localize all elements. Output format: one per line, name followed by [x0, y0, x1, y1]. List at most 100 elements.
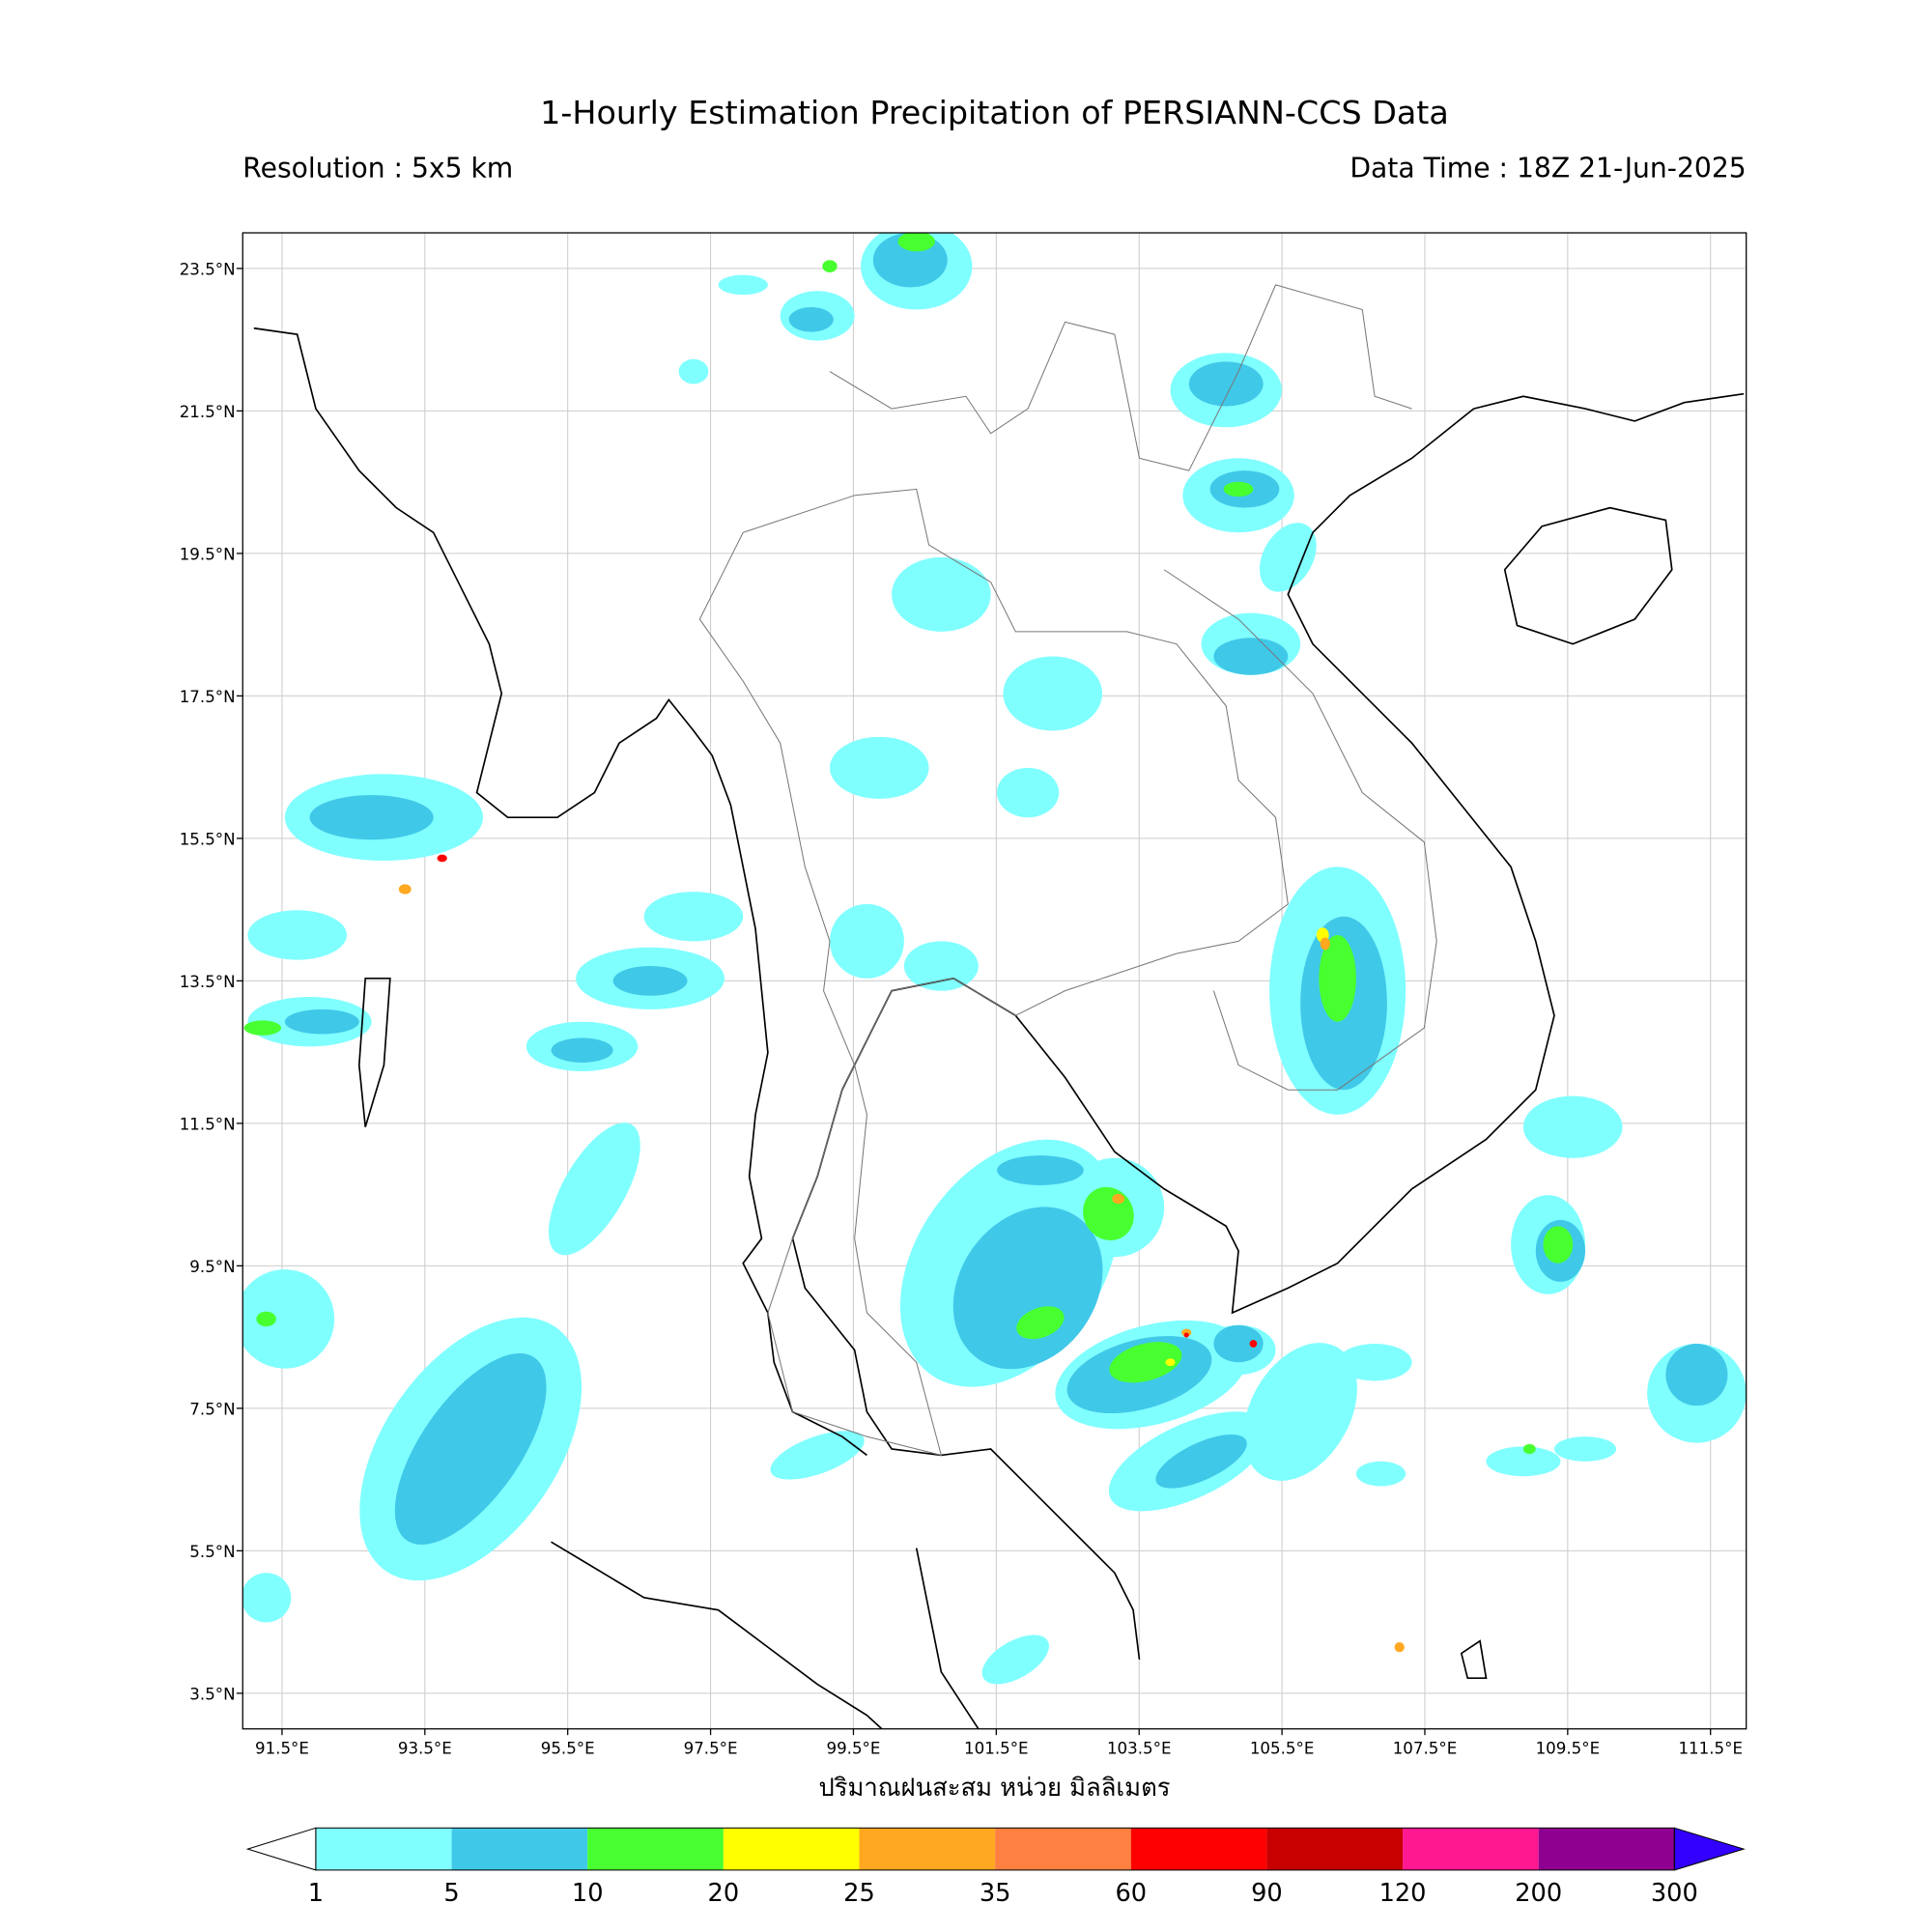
rain-area: [822, 260, 838, 273]
colorbar-segment: [1403, 1828, 1539, 1870]
lat-tick-label: 5.5°N: [189, 1543, 235, 1561]
rain-area: [1486, 1446, 1561, 1477]
lat-tick-label: 13.5°N: [180, 973, 236, 991]
rain-area: [1188, 361, 1264, 407]
colorbar-segment: [723, 1828, 860, 1870]
lon-tick-label: 111.5°E: [1678, 1739, 1743, 1757]
lon-tick-label: 95.5°E: [541, 1739, 595, 1757]
rain-area: [770, 1431, 865, 1480]
lat-tick-label: 17.5°N: [180, 688, 236, 706]
lon-tick-label: 97.5°E: [684, 1739, 738, 1757]
colorbar-segment: [859, 1828, 996, 1870]
lon-tick-label: 99.5°E: [826, 1739, 880, 1757]
rain-area: [1016, 1306, 1065, 1340]
grid: [242, 233, 1747, 1729]
lon-tick-label: 107.5°E: [1393, 1739, 1458, 1757]
colorbar-segment: [1538, 1828, 1675, 1870]
rain-area: [1522, 1443, 1536, 1455]
lon-tick-label: 101.5°E: [964, 1739, 1029, 1757]
rain-area: [1213, 1324, 1264, 1363]
colorbar-tick-label: 35: [980, 1879, 1011, 1908]
lat-tick-label: 19.5°N: [180, 545, 236, 563]
colorbar-tick-label: 60: [1115, 1879, 1147, 1908]
rain-area: [1223, 481, 1254, 497]
coastline: [551, 1541, 883, 1729]
rain-area: [1109, 1342, 1182, 1383]
lat-tick-label: 21.5°N: [180, 403, 236, 421]
lon-tick-label: 105.5°E: [1250, 1739, 1315, 1757]
rain-area: [1003, 656, 1103, 731]
rain-area: [1394, 1642, 1405, 1653]
rain-field: [242, 233, 1747, 1685]
lat-tick-label: 9.5°N: [189, 1258, 235, 1276]
rain-area: [1112, 1193, 1125, 1205]
lat-tick-label: 11.5°N: [180, 1115, 236, 1133]
rain-area: [1259, 523, 1317, 592]
country-border: [829, 284, 1412, 471]
rain-area: [1543, 1226, 1574, 1264]
colorbar-tick-label: 1: [308, 1879, 324, 1908]
rain-area: [1665, 1344, 1728, 1406]
thailand-outline: [698, 488, 1289, 1457]
rain-area: [1522, 1095, 1623, 1158]
colorbar: 1 5 10 20 25 35 60 90 120 200 300: [245, 1827, 1746, 1908]
lat-tick-label: 23.5°N: [180, 260, 236, 278]
colorbar-tick-label: 200: [1515, 1879, 1562, 1908]
colorbar-tick-label: 5: [443, 1879, 459, 1908]
colorbar-tick-label: 20: [708, 1879, 740, 1908]
rain-area: [1249, 1340, 1258, 1348]
coastline: [952, 392, 1745, 1315]
colorbar-tick-label: 25: [843, 1879, 875, 1908]
coastline: [253, 327, 867, 1457]
rain-area: [1155, 1435, 1247, 1489]
lat-tick-label: 3.5°N: [189, 1685, 235, 1703]
rain-area: [981, 1634, 1049, 1685]
coastline: [915, 1548, 980, 1729]
rain-area: [903, 941, 979, 991]
rain-area: [1319, 934, 1356, 1022]
coastline: [1460, 1639, 1488, 1680]
colorbar-segment: [1266, 1828, 1404, 1870]
rain-area: [1183, 1332, 1189, 1338]
colorbar-segment: [1130, 1828, 1267, 1870]
title: 1-Hourly Estimation Precipitation of PER…: [540, 94, 1449, 131]
rain-area: [242, 1269, 335, 1369]
rain-area: [997, 767, 1060, 818]
colorbar-tick-label: 120: [1379, 1879, 1427, 1908]
rain-area: [548, 1122, 640, 1256]
lon-tick-label: 109.5°E: [1536, 1739, 1601, 1757]
colorbar-segment: [587, 1828, 724, 1870]
lon-tick-label: 103.5°E: [1107, 1739, 1172, 1757]
rain-area: [1355, 1461, 1406, 1487]
axes: 91.5°E 93.5°E 95.5°E 97.5°E 99.5°E 101.5°E 103…: [180, 260, 1743, 1757]
rain-area: [1243, 1343, 1357, 1481]
coastlines: [253, 284, 1745, 1729]
colorbar-tick-label: 300: [1651, 1879, 1698, 1908]
colorbar-segment: [995, 1828, 1131, 1870]
rain-area: [243, 1020, 282, 1036]
rain-area: [551, 1037, 613, 1063]
rain-area: [829, 736, 929, 799]
rain-area: [897, 233, 935, 252]
colorbar-under: [245, 1827, 317, 1871]
rain-area: [1213, 638, 1289, 675]
country-border: [1163, 569, 1437, 1091]
resolution: Resolution : 5x5 km: [242, 152, 513, 184]
rain-area: [1337, 1344, 1412, 1381]
rain-area: [892, 556, 991, 632]
rain-area: [829, 903, 904, 979]
rain-area: [788, 306, 834, 332]
coastline: [357, 977, 391, 1127]
rain-area: [1553, 1436, 1617, 1462]
lon-tick-label: 93.5°E: [398, 1739, 452, 1757]
rain-area: [398, 884, 412, 895]
rain-area: [437, 854, 447, 863]
rain-area: [247, 910, 347, 960]
lon-tick-label: 91.5°E: [255, 1739, 309, 1757]
rain-area: [612, 966, 688, 996]
rain-area: [284, 1009, 359, 1035]
coastline: [1503, 506, 1673, 645]
rain-area: [678, 358, 709, 384]
lat-tick-label: 7.5°N: [189, 1400, 235, 1418]
